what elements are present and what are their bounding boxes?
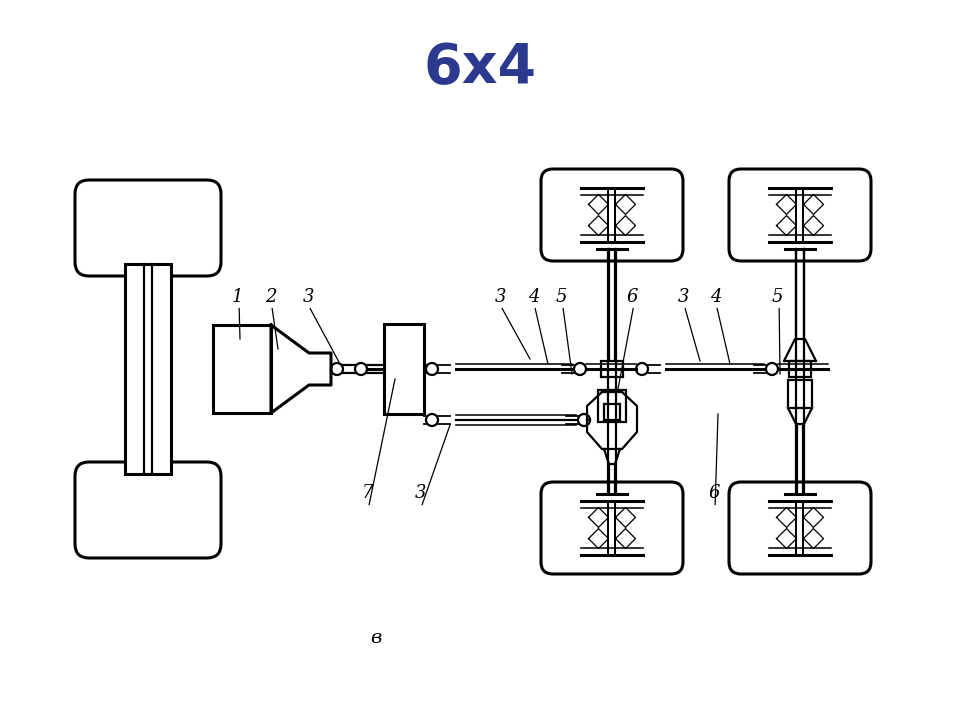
Text: 2: 2	[265, 288, 276, 306]
FancyBboxPatch shape	[75, 462, 221, 558]
Text: 6: 6	[626, 288, 637, 306]
Circle shape	[636, 363, 648, 375]
Bar	[213, 325, 271, 413]
Bar	[788, 380, 812, 408]
Bar	[601, 361, 623, 377]
Bar	[598, 390, 626, 422]
Text: 4: 4	[528, 288, 540, 306]
Circle shape	[766, 363, 778, 375]
Bar	[604, 404, 620, 420]
Text: 3: 3	[415, 484, 426, 502]
Circle shape	[578, 414, 590, 426]
Text: 6: 6	[708, 484, 719, 502]
FancyBboxPatch shape	[729, 169, 871, 261]
Text: 5: 5	[772, 288, 783, 306]
Text: 3: 3	[678, 288, 689, 306]
Text: 6x4: 6x4	[423, 41, 537, 95]
Text: 4: 4	[710, 288, 722, 306]
Text: 3: 3	[303, 288, 315, 306]
Circle shape	[426, 363, 438, 375]
Circle shape	[331, 363, 343, 375]
Circle shape	[574, 363, 586, 375]
Circle shape	[426, 414, 438, 426]
FancyBboxPatch shape	[729, 482, 871, 574]
FancyBboxPatch shape	[75, 180, 221, 276]
Text: 7: 7	[362, 484, 373, 502]
Text: 3: 3	[495, 288, 507, 306]
Text: 5: 5	[556, 288, 567, 306]
Bar	[789, 361, 811, 377]
FancyBboxPatch shape	[541, 482, 683, 574]
FancyBboxPatch shape	[541, 169, 683, 261]
Bar	[125, 264, 171, 474]
Bar	[384, 324, 424, 414]
Text: в: в	[370, 629, 381, 647]
Circle shape	[355, 363, 367, 375]
Text: 1: 1	[232, 288, 244, 306]
